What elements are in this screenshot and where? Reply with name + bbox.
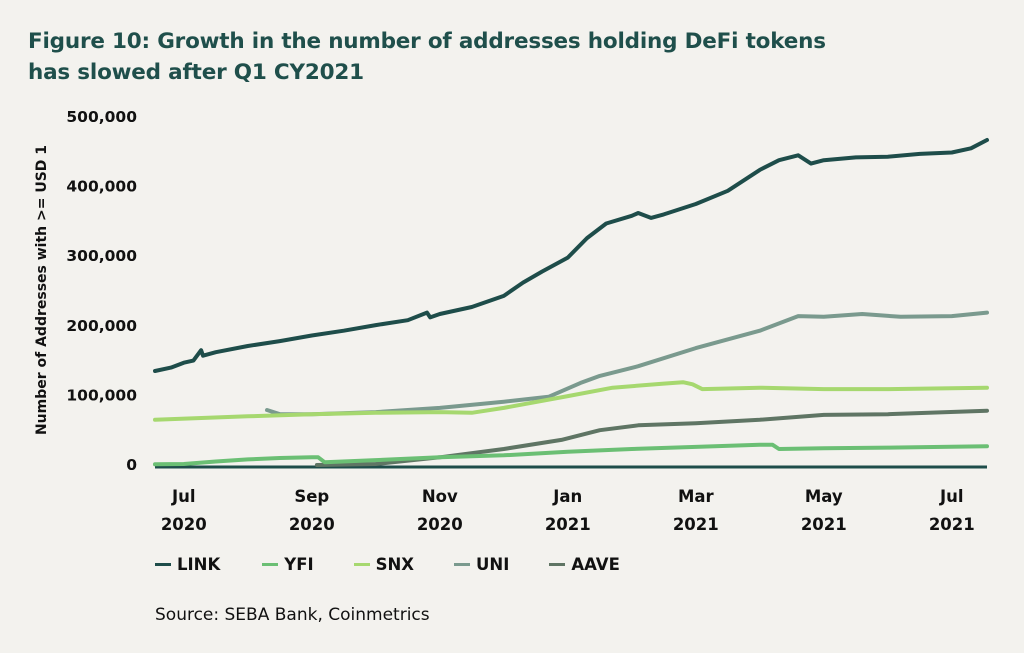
chart-title-line-2: has slowed after Q1 CY2021 [28, 60, 364, 85]
series-line-yfi [153, 442, 989, 467]
x-tick-label-year: 2020 [289, 515, 335, 534]
source-note: Source: SEBA Bank, Coinmetrics [155, 605, 430, 625]
legend-swatch-link [155, 563, 171, 566]
y-tick-label: 400,000 [66, 178, 137, 196]
legend-label-snx: SNX [375, 555, 415, 574]
x-tick-label-month: Sep [294, 487, 329, 506]
x-tick-label-month: Jan [552, 487, 582, 506]
legend-label-aave: AAVE [571, 555, 620, 574]
chart-title: Figure 10: Growth in the number of addre… [28, 26, 828, 88]
y-axis-ticks: 0 100,000 200,000 300,000 400,000 500,000 [66, 108, 137, 474]
x-tick-label-month: Nov [422, 487, 458, 506]
legend-swatch-yfi [262, 563, 279, 566]
y-tick-label: 0 [126, 456, 137, 474]
series-lines [153, 138, 989, 467]
series-line-link [153, 138, 989, 373]
x-tick-label-year: 2021 [929, 515, 975, 534]
legend: LINK YFI SNX UNI AAVE [155, 555, 660, 574]
x-tick-label-month: May [805, 487, 843, 506]
x-tick-label-year: 2021 [545, 515, 591, 534]
legend-item-snx: SNX [353, 555, 415, 574]
y-tick-label: 500,000 [66, 108, 137, 126]
x-tick-label-month: Jul [171, 487, 196, 506]
series-line-snx [153, 380, 989, 422]
chart-title-line-1: Figure 10: Growth in the number of addre… [28, 29, 826, 54]
x-tick-label-month: Mar [678, 487, 715, 506]
legend-swatch-uni [454, 563, 471, 566]
y-tick-label: 100,000 [66, 386, 137, 404]
x-tick-label-year: 2020 [417, 515, 463, 534]
legend-swatch-snx [353, 563, 370, 566]
legend-label-link: LINK [177, 555, 221, 574]
legend-item-aave: AAVE [549, 555, 620, 574]
series-line-uni [265, 310, 989, 417]
legend-item-yfi: YFI [262, 555, 314, 574]
x-tick-label-year: 2021 [673, 515, 719, 534]
legend-item-uni: UNI [454, 555, 509, 574]
x-tick-label-month: Jul [939, 487, 964, 506]
legend-item-link: LINK [155, 555, 220, 574]
x-tick-label-year: 2021 [801, 515, 847, 534]
x-axis-ticks: Jul 2020 Sep 2020 Nov 2020 Jan 2021 Mar 2021 May 20… [161, 487, 975, 534]
legend-swatch-aave [549, 563, 566, 566]
y-tick-label: 300,000 [66, 247, 137, 265]
y-tick-label: 200,000 [66, 317, 137, 335]
legend-label-yfi: YFI [284, 555, 314, 574]
legend-label-uni: UNI [476, 555, 510, 574]
x-tick-label-year: 2020 [161, 515, 207, 534]
